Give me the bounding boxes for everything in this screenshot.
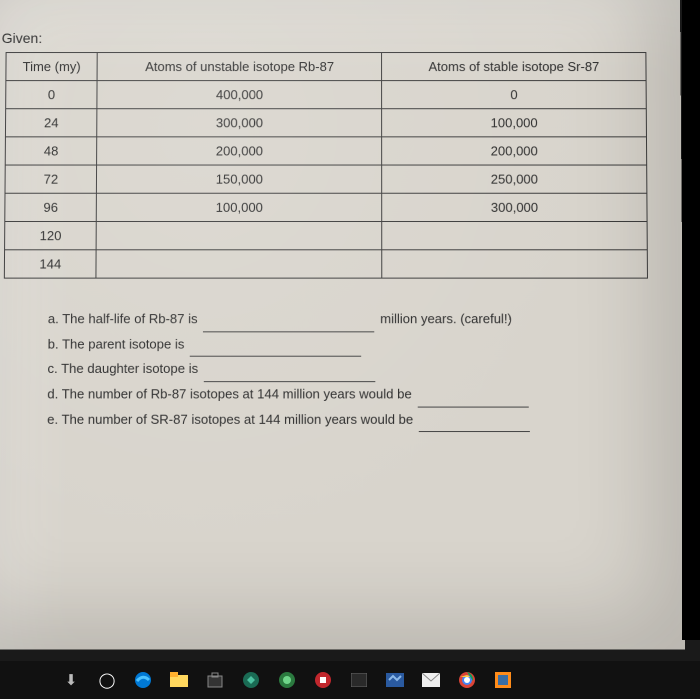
app-icon-dark[interactable] [348, 669, 370, 691]
question-b: b. The parent isotope is [48, 332, 663, 357]
cortana-icon[interactable]: ◯ [96, 669, 118, 691]
header-unstable: Atoms of unstable isotope Rb-87 [97, 53, 382, 81]
question-d: d. The number of Rb-87 isotopes at 144 m… [47, 382, 663, 407]
cell: 72 [5, 165, 97, 193]
cell: 0 [382, 81, 646, 109]
app-icon-red[interactable] [312, 669, 334, 691]
table-row: 48200,000200,000 [5, 137, 646, 165]
app-icon-blue[interactable] [384, 669, 406, 691]
questions-block: a. The half-life of Rb-87 is million yea… [47, 307, 663, 432]
header-time: Time (my) [6, 53, 98, 81]
question-a: a. The half-life of Rb-87 is million yea… [48, 307, 663, 332]
table-row: 24300,000100,000 [5, 109, 646, 137]
table-row: 144 [4, 250, 647, 278]
question-a-post: million years. (careful!) [380, 311, 512, 326]
question-a-pre: a. The half-life of Rb-87 is [48, 311, 198, 326]
question-b-text: b. The parent isotope is [48, 336, 185, 351]
store-icon[interactable] [204, 669, 226, 691]
document-page: Given: Time (my) Atoms of unstable isoto… [0, 0, 685, 649]
download-icon[interactable]: ⬇ [60, 669, 82, 691]
header-stable: Atoms of stable isotope Sr-87 [382, 53, 646, 81]
app-icon-1[interactable] [240, 669, 262, 691]
table-row: 72150,000250,000 [5, 165, 647, 193]
windows-taskbar: ⬇ ◯ [0, 661, 700, 699]
monitor-bezel [682, 0, 700, 640]
cell: 144 [4, 250, 96, 278]
app-icon-orange[interactable] [492, 669, 514, 691]
question-e: e. The number of SR-87 isotopes at 144 m… [47, 407, 663, 432]
cell [382, 222, 647, 250]
cell: 300,000 [382, 193, 647, 221]
table-row: 0400,0000 [6, 81, 647, 109]
isotope-table: Time (my) Atoms of unstable isotope Rb-8… [4, 52, 648, 279]
cell: 200,000 [97, 137, 382, 165]
question-c-text: c. The daughter isotope is [47, 361, 198, 376]
cell: 250,000 [382, 165, 647, 193]
cell: 0 [6, 81, 98, 109]
mail-icon[interactable] [420, 669, 442, 691]
cell: 48 [5, 137, 97, 165]
explorer-icon[interactable] [168, 669, 190, 691]
cell: 100,000 [97, 193, 382, 221]
page-content: Given: Time (my) Atoms of unstable isoto… [0, 0, 684, 453]
table-header-row: Time (my) Atoms of unstable isotope Rb-8… [6, 53, 646, 81]
cell [96, 250, 382, 278]
cell: 24 [5, 109, 97, 137]
edge-icon[interactable] [132, 669, 154, 691]
cell [96, 222, 382, 250]
app-icon-2[interactable] [276, 669, 298, 691]
cell [382, 250, 647, 278]
table-row: 96100,000300,000 [5, 193, 647, 221]
blank-e [419, 431, 530, 432]
question-c: c. The daughter isotope is [47, 357, 662, 382]
cell: 96 [5, 193, 97, 221]
cell: 100,000 [382, 109, 647, 137]
given-heading: Given: [2, 30, 661, 46]
chrome-icon[interactable] [456, 669, 478, 691]
question-e-text: e. The number of SR-87 isotopes at 144 m… [47, 411, 413, 426]
cell: 200,000 [382, 137, 647, 165]
table-row: 120 [5, 222, 648, 250]
cell: 120 [5, 222, 97, 250]
cell: 150,000 [97, 165, 382, 193]
question-d-text: d. The number of Rb-87 isotopes at 144 m… [47, 386, 411, 401]
cell: 400,000 [97, 81, 382, 109]
cell: 300,000 [97, 109, 382, 137]
